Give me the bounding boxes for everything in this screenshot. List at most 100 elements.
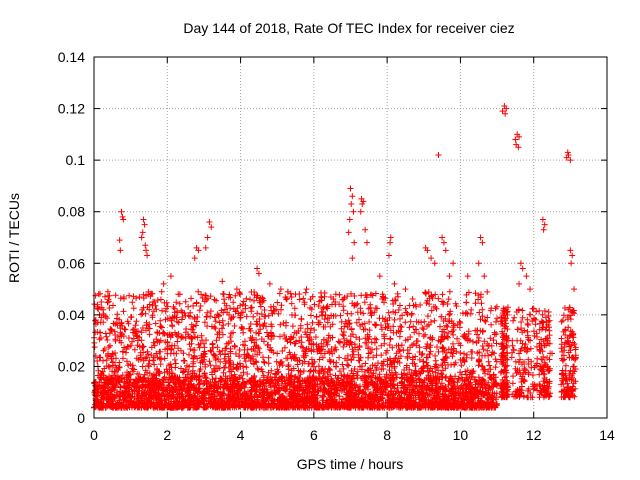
data-point [439,234,446,241]
data-point [360,198,367,205]
data-point [539,216,546,223]
data-point [354,368,361,375]
data-point [175,291,182,298]
data-point [464,337,471,344]
data-points [92,102,578,396]
data-point [100,306,107,313]
data-point [248,337,255,344]
data-point [512,136,519,143]
data-point [450,260,457,267]
data-point [208,224,215,231]
data-point [259,368,266,375]
data-point [402,286,409,293]
data-point [101,293,108,300]
data-point [347,185,354,192]
x-tick-label: 14 [599,427,615,443]
axis-ticks [93,56,608,419]
data-point [362,226,369,233]
data-point [565,151,572,158]
dense-cloud [91,288,579,411]
data-point [538,363,545,370]
data-point [321,350,328,357]
y-axis-label: ROTI / TECUs [6,193,22,283]
x-tick-label: 4 [237,427,245,443]
data-point [191,255,198,262]
data-point [189,363,196,370]
data-point [516,350,523,357]
data-point [357,208,364,215]
data-point [117,247,124,254]
data-point [171,342,178,349]
data-point [567,247,574,254]
data-point [503,105,510,112]
data-point [119,213,126,220]
x-tick-labels: 0 2 4 6 8 10 12 14 [90,427,615,443]
data-point [527,337,534,344]
data-point [332,363,339,370]
data-point [490,376,497,383]
data-point [391,363,398,370]
data-point [138,234,145,241]
data-point [94,384,101,391]
chart-title: Day 144 of 2018, Rate Of TEC Index for r… [183,20,514,36]
data-point [516,280,523,287]
data-point [479,239,486,246]
data-point [332,291,339,298]
data-point [515,144,522,151]
grid [94,57,607,418]
data-point [160,280,167,287]
dense-cloud-marks [91,288,579,411]
data-point [406,350,413,357]
data-point [296,337,303,344]
data-point [120,216,127,223]
data-point [442,247,449,254]
data-point [571,286,578,293]
x-tick-label: 0 [90,427,98,443]
data-point [568,260,575,267]
data-point [523,273,530,280]
y-tick-label: 0.06 [58,255,85,271]
x-tick-label: 6 [310,427,318,443]
data-point [376,376,383,383]
data-point [141,221,148,228]
data-point [112,368,119,375]
data-point [446,273,453,280]
data-point [387,239,394,246]
data-point [127,376,134,383]
data-point [318,293,325,300]
x-tick-label: 2 [163,427,171,443]
data-point [195,247,202,254]
y-tick-label: 0.1 [66,152,86,168]
data-point [351,239,358,246]
data-point [277,286,284,293]
y-tick-label: 0.02 [58,358,85,374]
data-point [387,234,394,241]
data-point [303,286,310,293]
data-point [475,260,482,267]
data-point [431,260,438,267]
data-point [450,350,457,357]
x-tick-label: 8 [383,427,391,443]
data-point [211,368,218,375]
data-point [376,273,383,280]
y-tick-label: 0.14 [58,49,85,65]
y-tick-labels: 0 0.02 0.04 0.06 0.08 0.1 0.12 0.14 [58,49,85,426]
plot-frame [93,56,608,419]
y-tick-label: 0.12 [58,101,85,117]
data-point [98,298,105,305]
data-point [440,239,447,246]
x-axis-label: GPS time / hours [297,456,404,472]
data-point [499,108,506,115]
x-tick-label: 12 [526,427,542,443]
data-point [233,286,240,293]
y-tick-label: 0.08 [58,204,85,220]
data-point [167,273,174,280]
data-point [516,133,523,140]
data-point [145,363,152,370]
data-point [563,376,570,383]
data-point [285,363,292,370]
data-point [345,229,352,236]
data-point [464,273,471,280]
data-point [204,234,211,241]
data-point [105,363,112,370]
